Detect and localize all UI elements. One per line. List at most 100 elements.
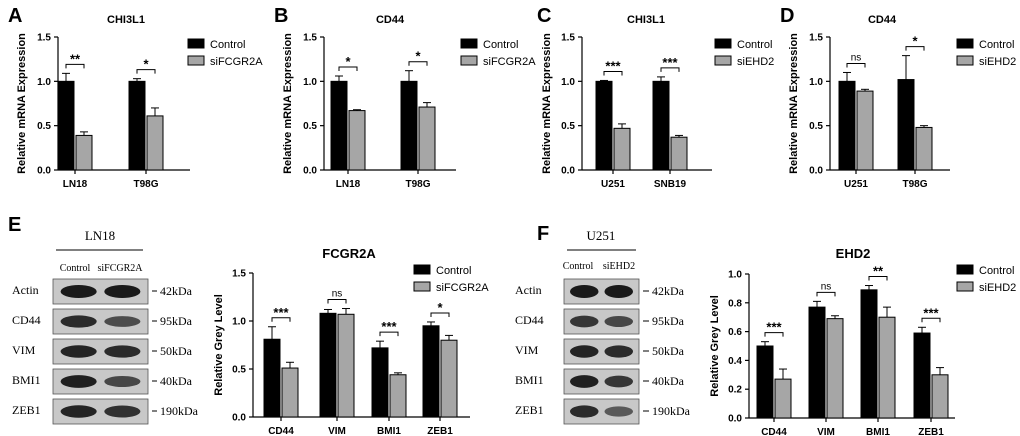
- x-tick-label: CD44: [761, 427, 787, 436]
- panel-letter: F: [537, 223, 549, 245]
- western-blot-panel-2: F U251 Control siEHD2 Actin 42kDa CD44 95kDa VIM…: [515, 223, 691, 425]
- significance-label: *: [437, 300, 443, 315]
- y-axis-label: Relative mRNA Expression: [282, 33, 294, 174]
- x-tick-label: ZEB1: [918, 427, 944, 436]
- legend-swatch-control: [413, 264, 431, 275]
- significance-bracket: [136, 69, 156, 74]
- legend-swatch-treated: [187, 55, 205, 66]
- chart-panel-6: EHD2 0.0 0.2 0.4 0.6 0.8 1.0 Relative Grey Leve…: [709, 246, 1016, 436]
- bar-control: [595, 80, 613, 171]
- kda-label: 95kDa: [652, 314, 685, 328]
- bar-treated: [337, 313, 355, 418]
- y-tick-label: 0.0: [728, 414, 742, 425]
- x-tick-label: VIM: [328, 426, 346, 436]
- bar-control: [897, 79, 915, 171]
- legend-label: siFCGR2A: [436, 282, 489, 294]
- protein-band: [570, 375, 599, 388]
- protein-name: Actin: [12, 283, 39, 297]
- protein-band: [604, 285, 633, 298]
- protein-band: [104, 345, 141, 358]
- legend-swatch-treated: [956, 281, 974, 292]
- panel-letter: A: [8, 5, 22, 27]
- kda-label: 190kDa: [160, 404, 199, 418]
- y-axis-label: Relative Grey Level: [213, 294, 225, 396]
- bar-control: [652, 80, 670, 171]
- bar-control: [371, 347, 389, 418]
- bar-control: [838, 80, 856, 171]
- bar-treated: [826, 318, 844, 419]
- y-tick-label: 1.0: [728, 270, 742, 281]
- significance-bracket: [408, 61, 428, 66]
- bar-control: [128, 80, 146, 171]
- legend-swatch-control: [956, 38, 974, 49]
- protein-band: [104, 376, 141, 387]
- legend-label: Control: [979, 265, 1014, 277]
- bar-control: [319, 312, 337, 418]
- significance-label: *: [415, 49, 421, 64]
- kda-label: 42kDa: [160, 284, 193, 298]
- chart-title: CHI3L1: [107, 14, 145, 26]
- kda-label: 40kDa: [160, 374, 193, 388]
- legend-label: siEHD2: [979, 282, 1016, 294]
- legend-swatch-control: [714, 38, 732, 49]
- x-tick-label: U251: [844, 179, 868, 190]
- bar-control: [263, 338, 281, 418]
- protein-name: ZEB1: [515, 403, 544, 417]
- legend-swatch-treated: [956, 55, 974, 66]
- y-axis-label: Relative mRNA Expression: [541, 33, 553, 174]
- x-tick-label: SNB19: [654, 179, 687, 190]
- legend-label: siEHD2: [737, 56, 774, 68]
- legend-label: siEHD2: [979, 56, 1016, 68]
- protein-band: [570, 405, 599, 418]
- bar-control: [57, 80, 75, 171]
- legend-swatch-control: [956, 264, 974, 275]
- kda-label: 95kDa: [160, 314, 193, 328]
- y-tick-label: 0.8: [728, 298, 742, 309]
- bar-control: [808, 306, 826, 419]
- bar-treated: [440, 339, 458, 418]
- lane-label: Control: [563, 261, 594, 272]
- significance-label: ns: [332, 289, 343, 300]
- chart-panel-1: A CHI3L1 0.0 0.5 1.0 1.5 Relative mRNA Express…: [8, 5, 263, 190]
- significance-bracket: [338, 66, 358, 72]
- y-tick-label: 1.5: [303, 33, 317, 44]
- chart-title: EHD2: [836, 246, 871, 261]
- y-tick-label: 0.0: [303, 166, 317, 177]
- bar-control: [330, 80, 348, 171]
- protein-band: [570, 315, 599, 328]
- significance-label: ***: [662, 55, 678, 70]
- panel-letter: C: [537, 5, 551, 27]
- legend-swatch-treated: [460, 55, 478, 66]
- legend-swatch-control: [187, 38, 205, 49]
- y-tick-label: 1.0: [303, 77, 317, 88]
- protein-band: [570, 345, 599, 358]
- kda-label: 50kDa: [652, 344, 685, 358]
- y-tick-label: 1.0: [809, 77, 823, 88]
- protein-band: [604, 345, 633, 358]
- protein-band: [570, 285, 599, 298]
- y-tick-label: 0.2: [728, 385, 742, 396]
- protein-name: Actin: [515, 283, 542, 297]
- y-tick-label: 0.0: [561, 166, 575, 177]
- significance-bracket: [868, 276, 888, 281]
- protein-name: CD44: [12, 313, 41, 327]
- y-tick-label: 0.5: [232, 365, 246, 376]
- significance-label: ***: [923, 305, 939, 320]
- chart-title: CD44: [868, 14, 897, 26]
- bar-control: [913, 332, 931, 419]
- panel-letter: D: [780, 5, 794, 27]
- y-axis-label: Relative mRNA Expression: [788, 33, 800, 174]
- significance-label: ***: [273, 305, 289, 320]
- protein-name: VIM: [12, 343, 36, 357]
- x-tick-label: ZEB1: [427, 426, 453, 436]
- chart-title: FCGR2A: [322, 246, 376, 261]
- bar-treated: [878, 316, 896, 419]
- y-tick-label: 0.6: [728, 327, 742, 338]
- y-tick-label: 1.0: [561, 77, 575, 88]
- protein-band: [104, 405, 141, 418]
- x-tick-label: CD44: [268, 426, 294, 436]
- lane-label: Control: [60, 263, 91, 274]
- protein-band: [104, 285, 141, 298]
- y-tick-label: 1.5: [809, 33, 823, 44]
- y-tick-label: 0.5: [303, 121, 317, 132]
